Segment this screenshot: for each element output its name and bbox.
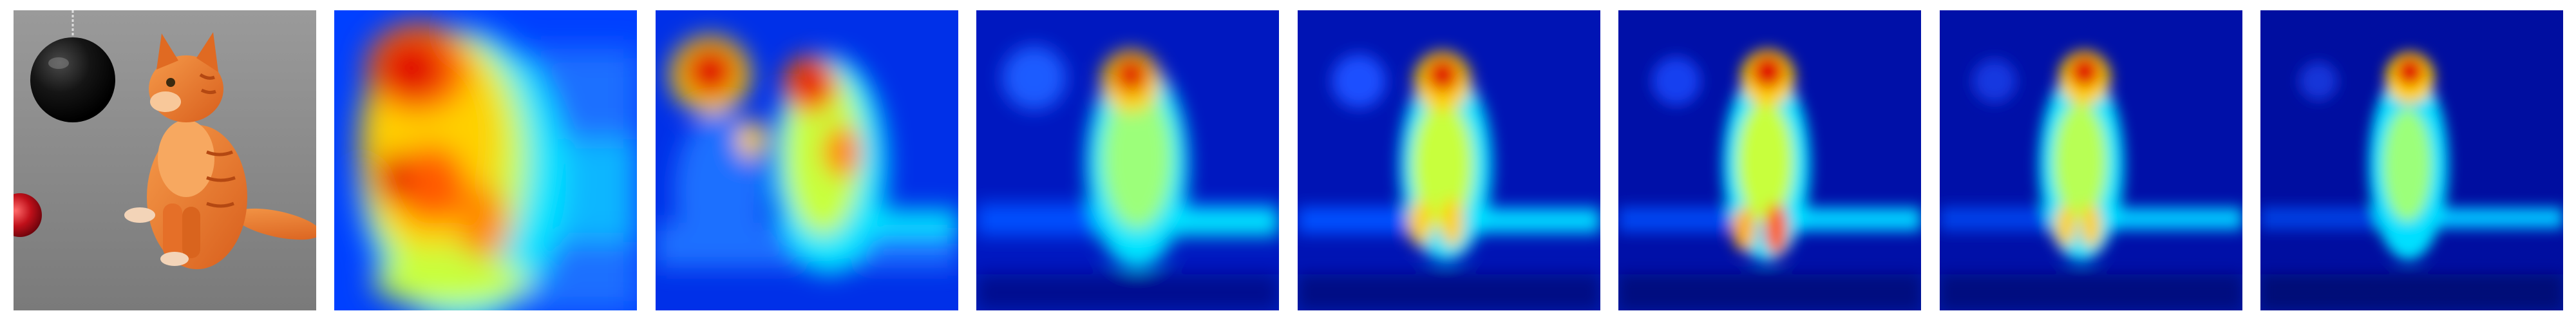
heatmap-image <box>976 10 1279 310</box>
ball-highlight <box>48 57 69 69</box>
heatmap-region <box>2396 57 2424 86</box>
heatmap-region <box>2081 204 2101 248</box>
heatmap-region <box>823 126 862 178</box>
heatmap-region <box>1732 207 1756 251</box>
attention-heatmap-1 <box>334 10 637 310</box>
heatmap-region <box>2441 209 2563 227</box>
heatmap-region <box>1618 274 1921 310</box>
attention-heatmap-6 <box>1940 10 2242 310</box>
cat-muzzle <box>150 91 181 112</box>
cat-chest <box>158 120 214 197</box>
heatmap-region <box>683 46 737 97</box>
heatmap-region <box>738 120 766 158</box>
heatmap-region <box>1465 210 1600 232</box>
heatmap-region <box>2383 108 2432 222</box>
cat-stripes <box>199 73 236 208</box>
heatmap-region <box>1441 198 1464 247</box>
red-ball <box>14 193 42 237</box>
heatmap-region <box>373 255 527 307</box>
cat-ear-right <box>196 32 218 72</box>
heatmap-region <box>560 139 637 242</box>
heatmap-region <box>2053 102 2107 221</box>
cat-ear-left <box>156 33 178 70</box>
cat-eye <box>166 78 175 87</box>
attention-heatmap-4 <box>1298 10 1600 310</box>
black-ball <box>30 37 115 122</box>
heatmap-region <box>1786 209 1921 229</box>
attention-heatmap-2 <box>656 10 958 310</box>
heatmap-region <box>1973 59 2016 103</box>
attention-heatmap-5 <box>1618 10 1921 310</box>
heatmap-image <box>2260 10 2563 310</box>
heatmap-image <box>334 10 637 310</box>
heatmap-region <box>1426 58 1459 91</box>
heatmap-region <box>1298 274 1600 310</box>
heatmap-region <box>976 274 1279 310</box>
heatmap-region <box>1113 57 1149 93</box>
cat-photo-illustration <box>14 10 316 310</box>
cat-tail <box>234 208 316 240</box>
heatmap-region <box>2069 56 2100 87</box>
heatmap-region <box>2055 205 2076 247</box>
heatmap-region <box>1332 54 1386 108</box>
heatmap-image <box>1298 10 1600 310</box>
cat-paw-2 <box>160 252 189 266</box>
heatmap-region <box>1002 46 1066 110</box>
cat-paw <box>124 207 155 223</box>
heatmap-region <box>793 63 827 99</box>
attention-heatmap-7 <box>2260 10 2563 310</box>
heatmap-region <box>1102 88 1173 229</box>
heatmap-image <box>1618 10 1921 310</box>
heatmap-region <box>395 146 466 223</box>
heatmap-image <box>656 10 958 310</box>
heatmap-region <box>1737 100 1794 223</box>
original-photo <box>14 10 316 310</box>
heatmap-region <box>2260 274 2563 310</box>
attention-heatmap-3 <box>976 10 1279 310</box>
cat-front-leg <box>163 204 182 258</box>
cat-front-leg-2 <box>182 207 200 258</box>
heatmap-region <box>2107 209 2242 228</box>
heatmap-region <box>1765 204 1788 255</box>
heatmap-region <box>1940 274 2242 310</box>
heatmap-region <box>1652 57 1701 106</box>
heatmap-region <box>2299 62 2338 100</box>
heatmap-region <box>1408 200 1432 246</box>
heatmap-region <box>376 152 408 204</box>
heatmap-region <box>457 184 508 261</box>
heatmap-region <box>1412 100 1473 229</box>
heatmap-region <box>379 39 444 97</box>
heatmap-image <box>1940 10 2242 310</box>
heatmap-region <box>1751 55 1785 88</box>
